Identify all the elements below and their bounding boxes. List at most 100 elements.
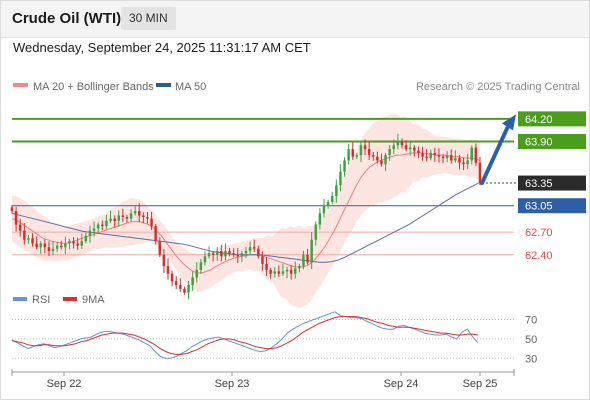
candle-body [384,155,387,165]
candle-body [55,245,59,249]
candle-body [199,262,203,270]
candle-body [367,149,371,156]
candle-body [380,160,383,165]
candle-body [174,281,178,285]
candle-body [47,247,51,251]
candle-body [281,271,285,274]
candle-body [96,224,100,229]
rsi-legend-label-1: 9MA [82,294,105,306]
candle-body [285,269,289,272]
candle-body [64,243,67,248]
rsi-tick-label-1: 50 [525,334,537,346]
main-chart-area: 64.20 63.90 63.35 63.05 62.70 62.40 [10,111,586,309]
candle-body [92,228,96,231]
candle-body [413,147,416,151]
candle-body [351,149,354,157]
candle-body [142,215,145,217]
candle-body [150,218,153,227]
x-axis-label-0: Sep 22 [47,378,82,390]
candle-body [72,241,75,244]
candle-body [302,254,305,267]
candle-body [441,156,445,159]
candle-body [121,215,125,217]
candle-body [216,251,219,255]
candle-body [207,253,211,257]
candle-body [27,238,30,240]
candle-body [76,243,79,246]
candle-body [396,141,400,146]
timeframe-button[interactable]: 30 MIN [121,7,176,30]
candle-body [470,147,473,161]
candle-body [314,224,317,240]
candle-body [113,218,116,221]
candle-body [211,253,215,255]
level-label-5: 62.40 [525,250,553,262]
candle-body [80,241,83,246]
rsi-legend-swatch-1 [63,297,77,301]
candle-body [31,238,34,244]
level-label-bg-0 [518,111,586,127]
ma50-legend-swatch [156,83,171,87]
candle-body [306,254,309,263]
candle-body [162,254,166,267]
candle-body [43,243,47,248]
candle-body [347,149,350,161]
candle-body [343,160,346,172]
candle-body [158,241,161,255]
candle-body [138,211,141,216]
candle-body [445,155,449,159]
candle-body [187,285,190,293]
ma50-legend-label: MA 50 [175,81,206,93]
candle-body [220,251,223,257]
candle-body [125,217,129,219]
candle-body [359,145,363,156]
rsi-tick-label-0: 70 [525,315,537,327]
candle-body [244,251,248,254]
level-label-bg-2 [518,175,586,191]
candle-body [224,251,227,257]
rsi-tick-label-2: 30 [525,353,537,365]
candle-body [326,201,330,206]
instrument-title: Crude Oil (WTI) [12,10,122,27]
ma20-legend-swatch [13,83,28,87]
candle-body [322,205,326,214]
candle-body [191,277,194,285]
legend-ma50: MA 50 [156,81,206,93]
candle-body [240,253,244,257]
candle-body [466,160,469,165]
ma20-legend-label: MA 20 + Bollinger Bands [33,81,154,93]
candle-body [339,171,342,186]
candle-body [474,147,478,163]
candle-body [294,268,297,274]
candle-body [203,256,207,263]
candle-body [35,243,38,248]
candle-body [170,273,174,282]
candle-body [355,155,359,157]
candle-body [154,226,157,242]
forecast-arrow-head [502,114,516,131]
level-label-bg-3 [518,198,586,214]
candle-body [68,241,71,244]
forecast-arrow [480,124,510,186]
candle-body [363,145,367,150]
candle-body [330,195,334,202]
bollinger-band [12,113,480,309]
candle-body [10,207,14,211]
candle-body [462,162,465,165]
candle-body [133,211,137,214]
candle-body [372,155,375,157]
candle-body [269,269,272,274]
candle-body [146,217,149,219]
candle-body [458,158,461,163]
level-label-2: 63.35 [525,178,553,190]
candle-body [298,266,301,269]
level-label-3: 63.05 [525,201,553,213]
candle-body [248,247,252,251]
candle-body [318,213,322,225]
candle-body [257,248,260,257]
candle-body [129,213,133,219]
candle-body [335,185,338,196]
candle-body [236,254,239,257]
level-label-bg-1 [518,134,586,150]
